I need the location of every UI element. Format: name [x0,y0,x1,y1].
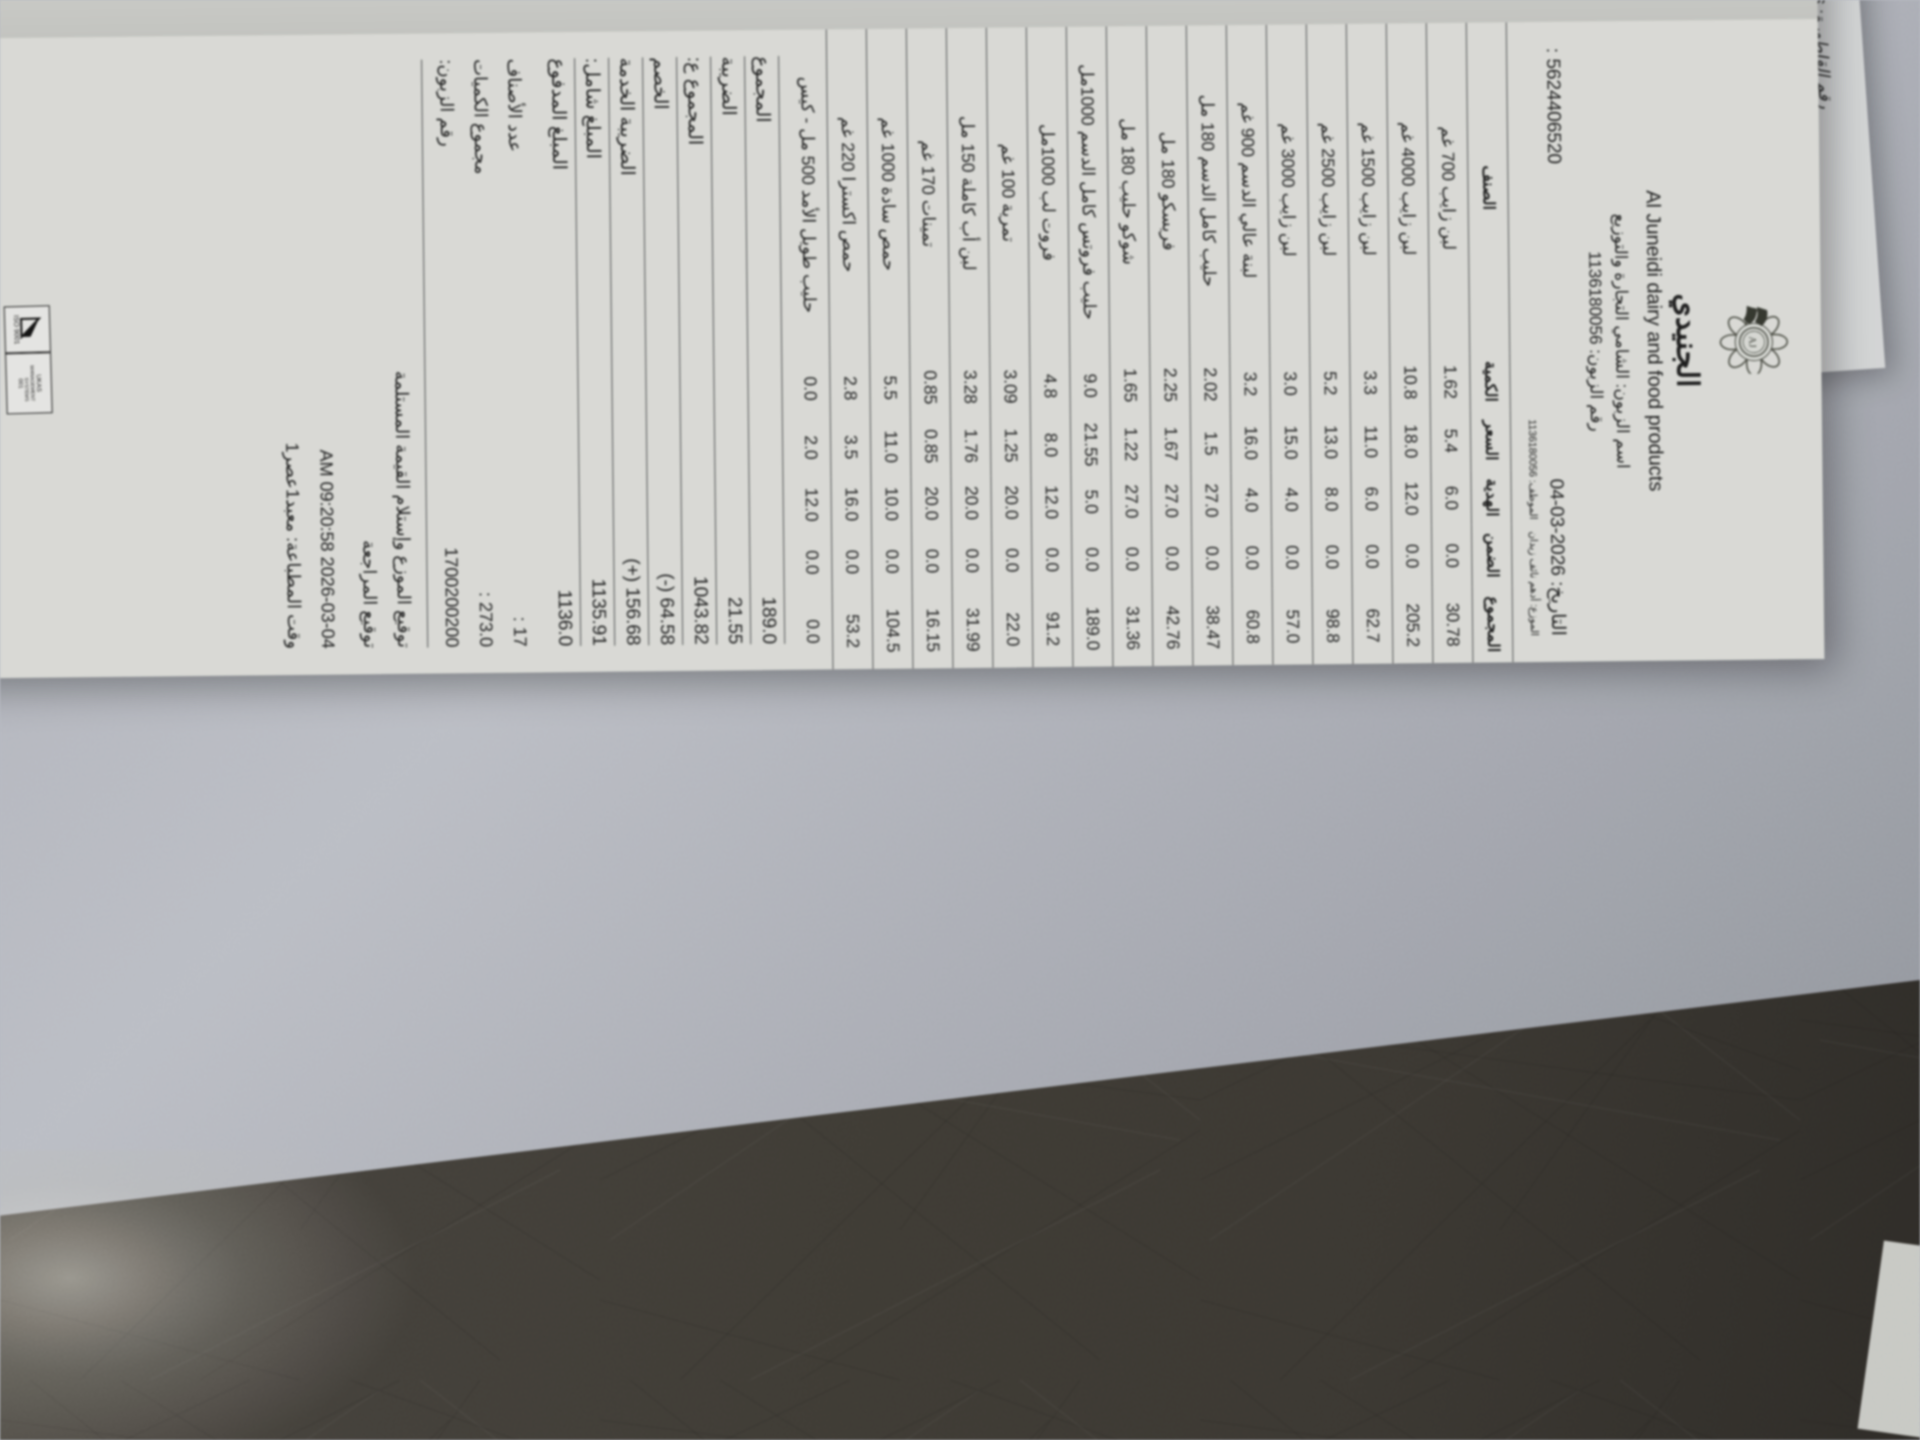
svg-text:AJ: AJ [1746,336,1757,347]
